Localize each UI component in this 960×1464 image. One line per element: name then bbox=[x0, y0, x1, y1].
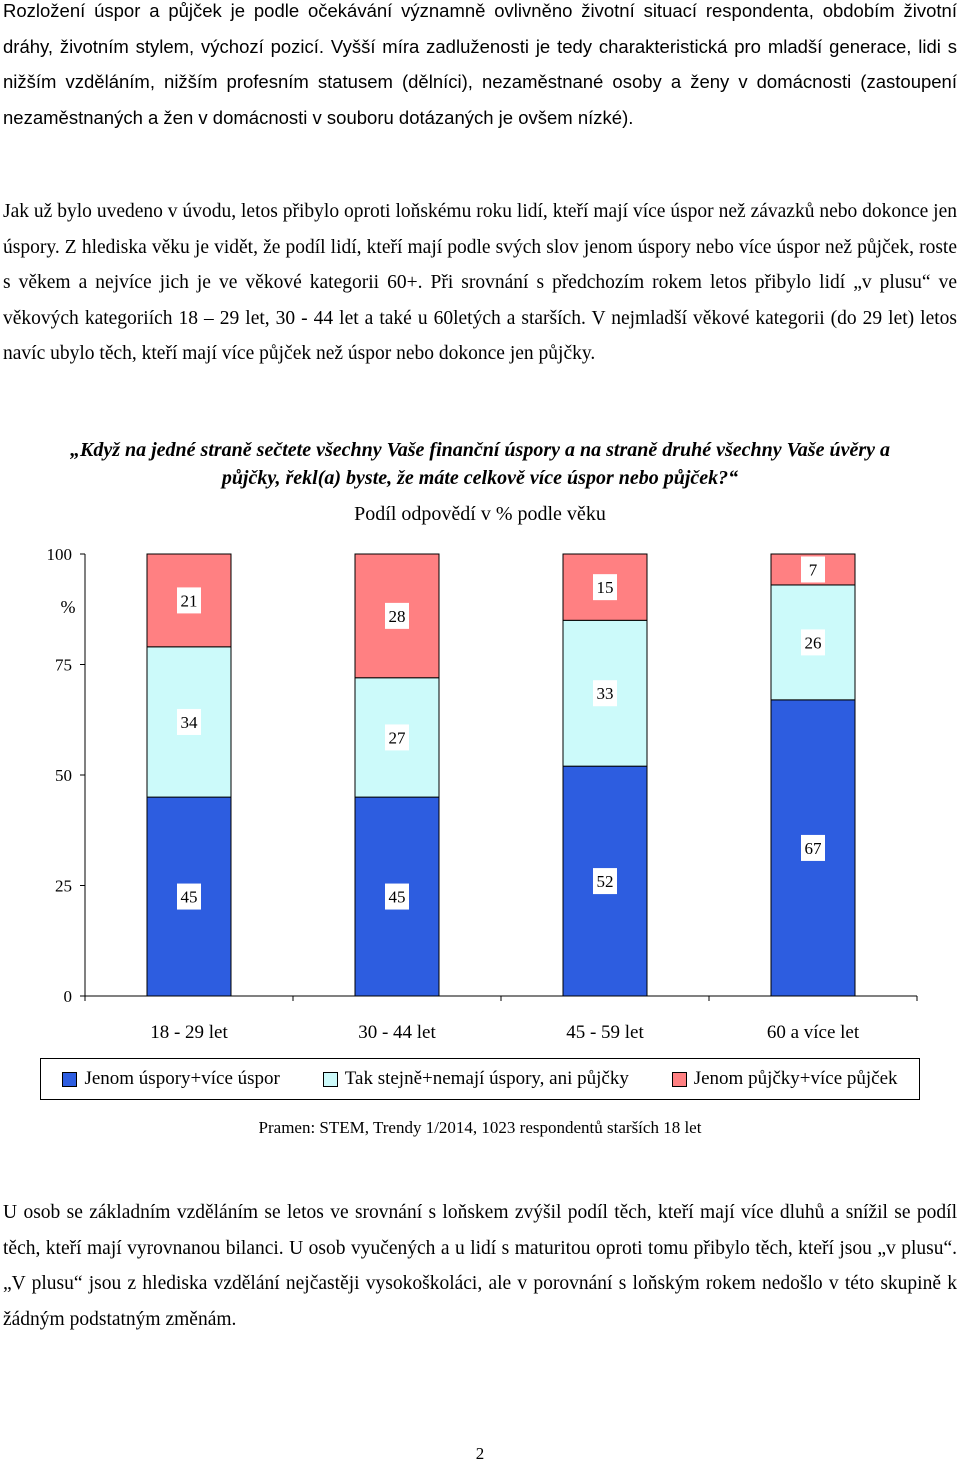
legend-item-loans: Jenom půjčky+více půjček bbox=[671, 1068, 898, 1090]
survey-question: „Když na jedné straně sečtete všechny Va… bbox=[70, 439, 890, 489]
page-number: 2 bbox=[475, 1444, 485, 1463]
legend-item-balanced: Tak stejně+nemají úspory, ani půjčky bbox=[322, 1068, 629, 1090]
x-tick-label: 30 - 44 let bbox=[358, 1022, 436, 1043]
data-label-box bbox=[385, 724, 409, 751]
legend-swatch-loans bbox=[671, 1071, 687, 1087]
chart-title: Podíl odpovědí v % podle věku bbox=[354, 503, 606, 525]
y-tick-label: 75 bbox=[55, 656, 72, 675]
data-label: 52 bbox=[597, 872, 614, 891]
legend-label-savings: Jenom úspory+více úspor bbox=[84, 1068, 280, 1089]
chart-legend: Jenom úspory+více úspor Tak stejně+nemaj… bbox=[40, 1058, 920, 1100]
data-label-box bbox=[177, 883, 201, 910]
legend-swatch-balanced bbox=[322, 1071, 338, 1087]
data-label-box bbox=[801, 629, 825, 656]
data-label-box bbox=[593, 574, 617, 601]
data-label-box bbox=[177, 587, 201, 614]
x-tick-label: 45 - 59 let bbox=[566, 1022, 644, 1043]
paragraph-education: U osob se základním vzděláním se letos v… bbox=[3, 1202, 957, 1330]
data-label: 15 bbox=[597, 578, 614, 597]
y-tick-label: 100 bbox=[47, 545, 73, 564]
data-label-box bbox=[801, 834, 825, 861]
data-label: 26 bbox=[805, 633, 822, 652]
x-tick-label: 60 a více let bbox=[767, 1022, 860, 1043]
paragraph-age: Jak už bylo uvedeno v úvodu, letos přiby… bbox=[3, 201, 957, 365]
data-label: 45 bbox=[389, 888, 406, 907]
data-label-box bbox=[385, 883, 409, 910]
legend-label-loans: Jenom půjčky+více půjček bbox=[693, 1068, 898, 1089]
data-label: 21 bbox=[181, 591, 198, 610]
data-label: 7 bbox=[809, 560, 818, 579]
data-label-box bbox=[593, 868, 617, 895]
data-label-box bbox=[177, 708, 201, 735]
legend-swatch-savings bbox=[62, 1071, 78, 1087]
data-label-box bbox=[385, 602, 409, 629]
data-label: 28 bbox=[389, 607, 406, 626]
data-label: 27 bbox=[389, 728, 407, 747]
data-label: 45 bbox=[181, 888, 198, 907]
legend-label-balanced: Tak stejně+nemají úspory, ani půjčky bbox=[344, 1068, 629, 1089]
y-axis-label: % bbox=[61, 597, 76, 617]
data-label-box bbox=[801, 556, 825, 583]
data-label-box bbox=[593, 680, 617, 707]
legend-item-savings: Jenom úspory+více úspor bbox=[62, 1068, 280, 1090]
data-label: 33 bbox=[597, 684, 614, 703]
paragraph-intro: Rozložení úspor a půjček je podle očekáv… bbox=[3, 0, 957, 128]
y-tick-label: 50 bbox=[55, 766, 72, 785]
chart-source: Pramen: STEM, Trendy 1/2014, 1023 respon… bbox=[258, 1118, 702, 1137]
y-tick-label: 0 bbox=[64, 987, 73, 1006]
stacked-bar-chart: 0 25 50 75 100% 45 34 21 18 - 29 let 45 27 28 30 - 4… bbox=[47, 545, 918, 1043]
data-label: 34 bbox=[181, 713, 199, 732]
x-tick-label: 18 - 29 let bbox=[150, 1022, 228, 1043]
y-tick-label: 25 bbox=[55, 877, 72, 896]
data-label: 67 bbox=[805, 839, 823, 858]
